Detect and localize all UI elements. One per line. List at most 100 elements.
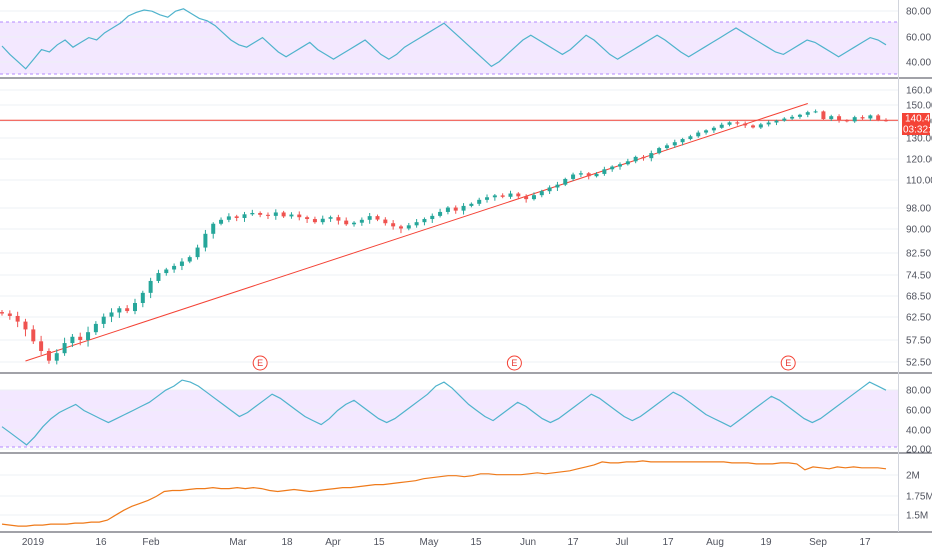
- candle-body: [664, 145, 669, 149]
- candle-body: [164, 269, 169, 274]
- candle-body: [555, 184, 560, 188]
- candle-body: [524, 196, 529, 200]
- candle-body: [610, 166, 615, 170]
- candle-body: [258, 212, 263, 215]
- candle-body: [430, 215, 435, 220]
- candle-body: [359, 219, 364, 223]
- time-axis-label: 18: [281, 537, 293, 548]
- candle-body: [672, 142, 677, 146]
- candle-body: [70, 336, 75, 344]
- oscillator-band: [0, 390, 898, 447]
- y-tick-label: 40.00: [906, 426, 931, 437]
- y-tick-label: 62.50: [906, 313, 931, 324]
- y-tick-label: 98.00: [906, 204, 931, 215]
- candle-body: [7, 313, 12, 316]
- candle-body: [62, 343, 67, 354]
- candle-body: [23, 321, 28, 330]
- candle-body: [782, 118, 787, 121]
- candle-body: [821, 111, 826, 120]
- candle-body: [15, 315, 20, 322]
- candle-body: [320, 218, 325, 223]
- y-tick-label: 90.00: [906, 225, 931, 236]
- price-panel: 160.00150.00140.00130.00120.00110.0098.0…: [0, 86, 932, 371]
- candle-body: [132, 303, 137, 312]
- candle-body: [735, 122, 740, 124]
- candle-body: [195, 247, 200, 258]
- time-axis-label: Jun: [520, 537, 536, 548]
- candle-body: [578, 173, 583, 175]
- candle-body: [571, 174, 576, 179]
- y-tick-label: 57.50: [906, 336, 931, 347]
- trendline: [25, 103, 808, 362]
- candle-body: [187, 257, 192, 262]
- time-axis-label: 2019: [22, 537, 45, 548]
- countdown-tag-box: [902, 124, 930, 135]
- time-axis-label: Aug: [706, 537, 724, 548]
- earnings-label: E: [785, 358, 791, 368]
- candle-body: [680, 139, 685, 143]
- candle-body: [242, 214, 247, 218]
- candle-body: [625, 161, 630, 165]
- countdown-value: 03:32:05: [903, 125, 932, 136]
- candle-body: [289, 214, 294, 217]
- candle-body: [649, 153, 654, 159]
- earnings-marker-2: E: [506, 355, 522, 371]
- candle-body: [39, 341, 44, 351]
- candle-body: [140, 292, 145, 303]
- time-axis-label: 17: [662, 537, 674, 548]
- candle-body: [711, 127, 716, 131]
- y-tick-label: 40.00: [906, 58, 931, 69]
- candle-body: [508, 193, 513, 197]
- candle-body: [117, 308, 122, 313]
- candle-body: [531, 195, 536, 200]
- candle-body: [250, 212, 255, 215]
- candle-body: [876, 115, 881, 121]
- y-tick-label: 80.00: [906, 7, 931, 18]
- candle-body: [837, 116, 842, 121]
- candle-body: [352, 222, 357, 225]
- y-tick-label: 52.50: [906, 358, 931, 369]
- time-axis-label: Mar: [229, 537, 247, 548]
- candle-body: [704, 130, 709, 133]
- candle-body: [860, 117, 865, 119]
- earnings-label: E: [257, 358, 263, 368]
- candle-body: [844, 120, 849, 122]
- candle-body: [312, 219, 317, 223]
- earnings-marker-1: E: [252, 355, 268, 371]
- candle-body: [281, 212, 286, 217]
- time-axis-label: Apr: [325, 537, 341, 548]
- candle-body: [633, 156, 638, 162]
- candle-body: [156, 273, 161, 281]
- candle-body: [766, 122, 771, 125]
- candle-body: [344, 220, 349, 225]
- candle-body: [563, 178, 568, 185]
- time-axis-label: Sep: [809, 537, 827, 548]
- y-tick-label: 20.00: [906, 445, 931, 456]
- candle-body: [586, 173, 591, 177]
- candle-body: [727, 122, 732, 125]
- candle-body: [445, 207, 450, 212]
- candle-body: [758, 124, 763, 128]
- price-tag-value: 140.47: [905, 114, 932, 125]
- candle-body: [422, 219, 427, 223]
- candle-body: [406, 225, 411, 229]
- earnings-circle: [780, 355, 796, 371]
- candle-body: [492, 195, 497, 198]
- time-axis-label: 15: [373, 537, 385, 548]
- candle-body: [383, 219, 388, 224]
- y-tick-label: 1.5M: [906, 511, 928, 522]
- earnings-circle: [506, 355, 522, 371]
- candle-body: [477, 199, 482, 204]
- candle-body: [375, 216, 380, 220]
- current-price-tag: 140.47 03:32:05: [902, 113, 932, 136]
- time-axis: 2019 16 Feb Mar 18 Apr 15 May 15 Jun 17 Jul 17 Aug 19 S…: [22, 537, 871, 548]
- y-tick-label: 68.50: [906, 292, 931, 303]
- candle-body: [868, 115, 873, 119]
- candle-body: [0, 312, 4, 314]
- candle-body: [78, 336, 83, 340]
- y-tick-label: 80.00: [906, 386, 931, 397]
- candle-body: [93, 323, 98, 333]
- time-axis-label: 17: [567, 537, 579, 548]
- candle-body: [31, 329, 36, 342]
